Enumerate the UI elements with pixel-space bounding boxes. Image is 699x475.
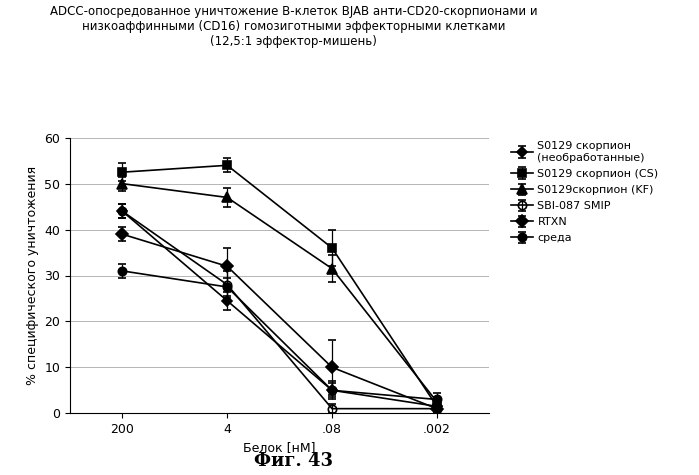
Text: Фиг. 43: Фиг. 43 [254, 452, 333, 470]
Text: ADCC-опосредованное уничтожение В-клеток BJAB анти-CD20-скорпионами и
низкоаффин: ADCC-опосредованное уничтожение В-клеток… [50, 5, 538, 48]
Y-axis label: % специфического уничтожения: % специфического уничтожения [26, 166, 38, 385]
Legend: S0129 скорпион
(необработанные), S0129 скорпион (CS), S0129скорпион (KF), SBI-08: S0129 скорпион (необработанные), S0129 с… [507, 138, 662, 247]
X-axis label: Белок [нМ]: Белок [нМ] [243, 442, 316, 455]
